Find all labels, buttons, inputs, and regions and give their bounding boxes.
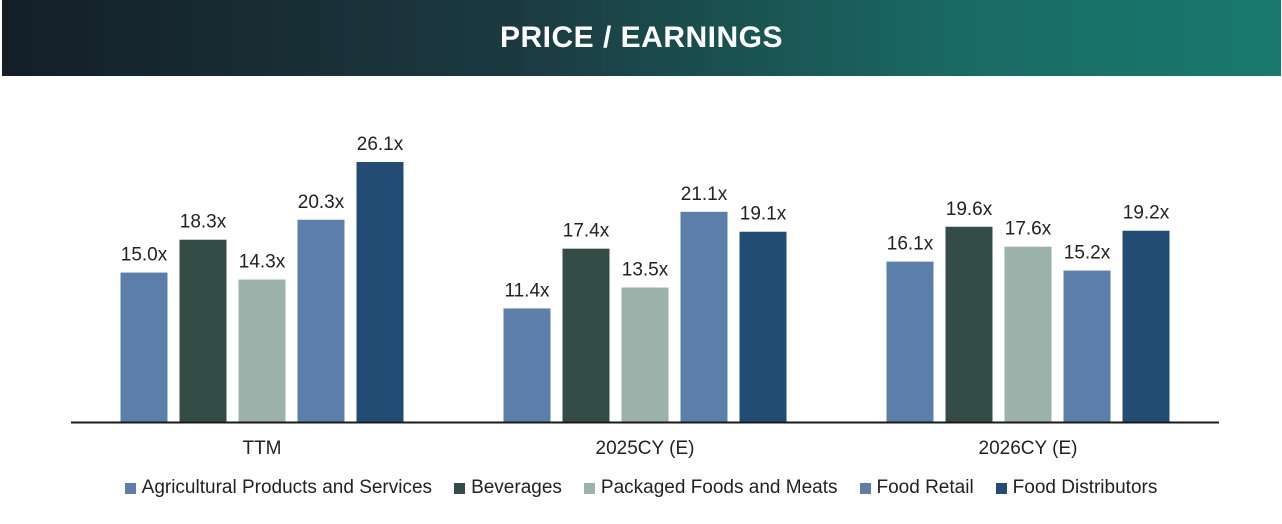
bar: [562, 248, 610, 422]
legend-item: Beverages: [454, 477, 562, 499]
data-label: 15.2x: [1064, 243, 1111, 264]
bar-chart: 15.0x 18.3x 14.3x 20.3x 26.1x TTM 11.4x 17.4x 13…: [71, 134, 1219, 459]
bar: [1122, 230, 1170, 422]
legend-swatch: [454, 482, 466, 494]
data-label: 21.1x: [681, 184, 728, 205]
bar: [621, 287, 669, 422]
legend-swatch: [583, 482, 595, 494]
chart-header-banner: PRICE / EARNINGS: [2, 0, 1281, 76]
legend-label: Agricultural Products and Services: [141, 477, 433, 498]
bar: [945, 226, 993, 422]
data-label: 19.6x: [946, 199, 993, 220]
legend-item: Agricultural Products and Services: [124, 477, 433, 499]
legend-swatch: [995, 482, 1007, 494]
legend-label: Beverages: [471, 477, 562, 498]
chart-legend: Agricultural Products and Services Bevera…: [0, 476, 1282, 500]
x-tick-label: 2025CY (E): [596, 438, 695, 459]
x-tick-label: 2026CY (E): [979, 438, 1078, 459]
bar: [1004, 246, 1052, 422]
data-label: 11.4x: [504, 280, 550, 301]
bar: [297, 219, 345, 422]
chart-title: PRICE / EARNINGS: [499, 21, 784, 54]
bar: [1063, 270, 1111, 422]
data-label: 13.5x: [622, 260, 669, 281]
data-label: 17.6x: [1005, 219, 1052, 240]
legend-item: Packaged Foods and Meats: [583, 477, 838, 499]
legend-label: Packaged Foods and Meats: [600, 477, 838, 498]
bar: [886, 261, 934, 422]
legend-item: Food Retail: [859, 477, 974, 499]
data-label: 18.3x: [180, 212, 227, 233]
data-label: 15.0x: [121, 245, 168, 266]
bar: [503, 308, 551, 422]
data-label: 19.2x: [1123, 203, 1170, 224]
data-label: 16.1x: [887, 234, 934, 255]
legend-swatch: [859, 482, 871, 494]
data-label: 19.1x: [740, 204, 787, 225]
data-label: 14.3x: [239, 252, 286, 273]
legend-item: Food Distributors: [995, 477, 1158, 499]
legend-label: Food Distributors: [1012, 477, 1158, 498]
bar: [120, 272, 168, 422]
legend-swatch: [124, 482, 136, 494]
legend-label: Food Retail: [876, 477, 974, 498]
bar: [739, 231, 787, 422]
data-label: 20.3x: [298, 192, 345, 213]
bar: [179, 239, 227, 422]
bar: [356, 162, 404, 422]
bar: [680, 211, 728, 422]
data-label: 26.1x: [357, 134, 404, 155]
data-label: 17.4x: [563, 221, 610, 242]
bar: [238, 279, 286, 422]
x-tick-label: TTM: [242, 438, 281, 459]
